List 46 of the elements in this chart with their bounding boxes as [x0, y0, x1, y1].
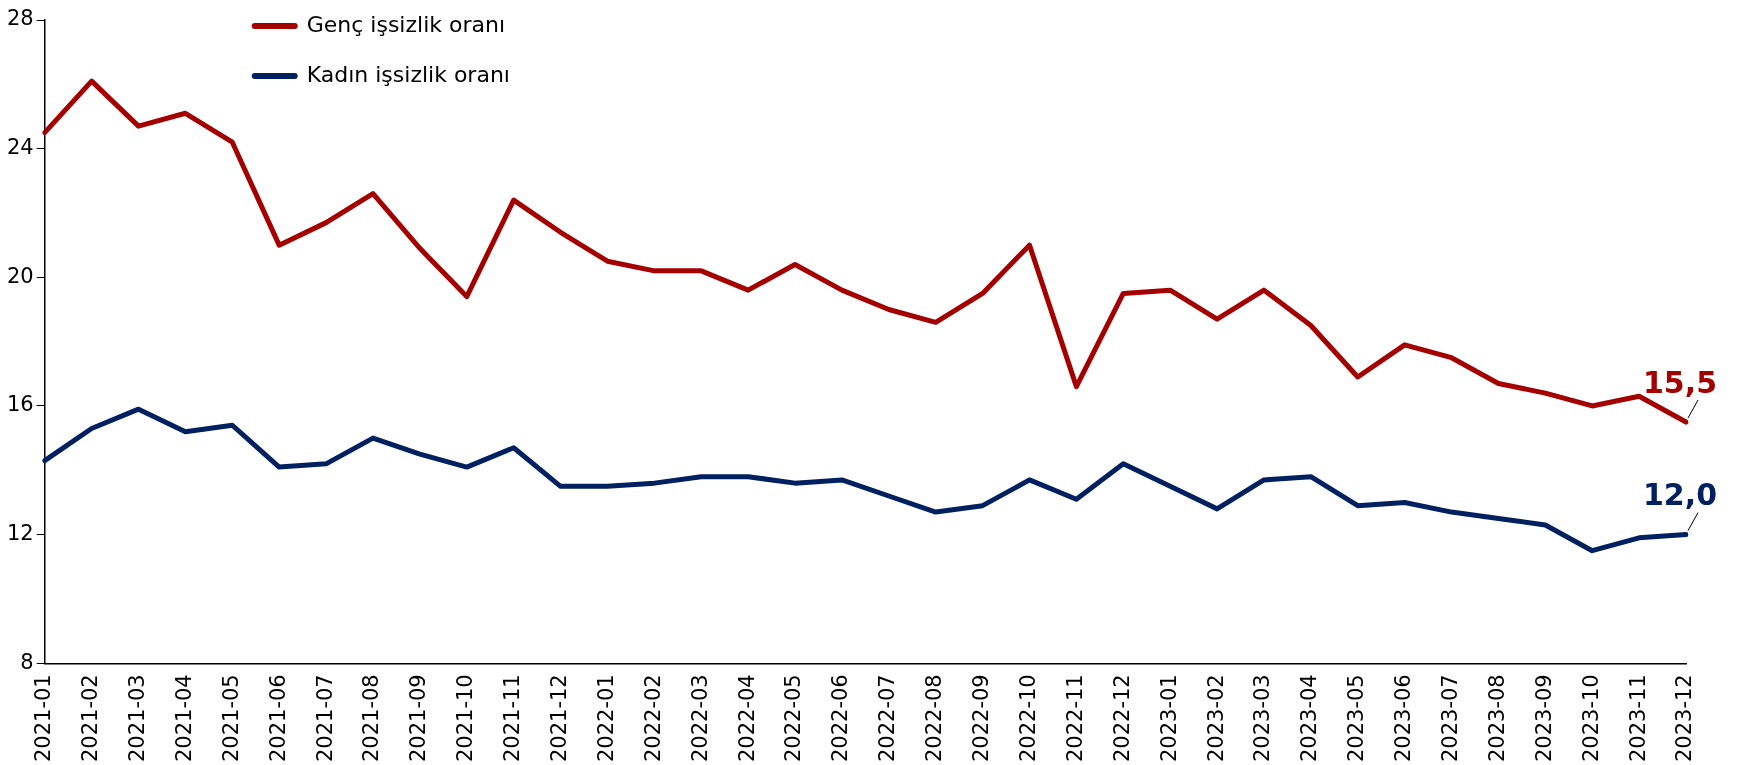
x-tick-label: 2021-04	[171, 674, 196, 763]
y-tick-label: 16	[6, 392, 34, 417]
x-tick-label: 2022-07	[875, 674, 900, 763]
x-tick-label: 2023-03	[1250, 674, 1275, 763]
x-tick-label: 2021-11	[500, 674, 525, 763]
y-tick-label: 20	[6, 263, 34, 288]
x-tick-label: 2021-02	[78, 674, 103, 763]
x-tick-label: 2021-09	[406, 674, 431, 763]
y-tick-label: 28	[6, 6, 34, 31]
x-tick-label: 2022-04	[734, 674, 759, 763]
x-tick-label: 2023-12	[1672, 674, 1697, 763]
x-tick-label: 2021-03	[124, 674, 149, 763]
x-tick-label: 2022-01	[593, 674, 618, 763]
x-tick-label: 2022-08	[922, 674, 947, 763]
x-tick-label: 2021-05	[218, 674, 243, 763]
x-tick-label: 2021-12	[547, 674, 572, 763]
x-tick-label: 2021-10	[453, 674, 478, 763]
x-tick-label: 2022-02	[640, 674, 665, 763]
data-label: 15,5	[1642, 364, 1718, 400]
x-tick-label: 2022-12	[1109, 674, 1134, 763]
y-tick-label: 12	[6, 521, 34, 546]
legend-label: Genç işsizlik oranı	[306, 11, 506, 37]
x-tick-label: 2023-08	[1484, 674, 1509, 763]
x-tick-label: 2023-05	[1344, 674, 1369, 763]
x-tick-label: 2022-03	[687, 674, 712, 763]
x-tick-label: 2021-06	[265, 674, 290, 763]
x-tick-label: 2023-06	[1391, 674, 1416, 763]
x-tick-label: 2023-01	[1156, 674, 1181, 763]
x-tick-label: 2022-05	[781, 674, 806, 763]
x-tick-label: 2023-02	[1203, 674, 1228, 763]
legend-label: Kadın işsizlik oranı	[306, 61, 510, 87]
x-tick-label: 2021-08	[359, 674, 384, 763]
x-tick-label: 2023-07	[1437, 674, 1462, 763]
x-tick-label: 2023-04	[1297, 674, 1322, 763]
x-tick-label: 2023-11	[1625, 674, 1650, 763]
x-tick-label: 2021-07	[312, 674, 337, 763]
x-tick-label: 2022-09	[969, 674, 994, 763]
x-tick-label: 2023-10	[1578, 674, 1603, 763]
x-tick-label: 2021-01	[31, 674, 56, 763]
x-tick-label: 2022-11	[1062, 674, 1087, 763]
x-tick-label: 2023-09	[1531, 674, 1556, 763]
x-tick-label: 2022-06	[828, 674, 853, 763]
y-tick-label: 8	[20, 649, 34, 674]
x-tick-label: 2022-10	[1015, 674, 1040, 763]
data-label: 12,0	[1642, 477, 1718, 513]
y-tick-label: 24	[6, 135, 34, 160]
